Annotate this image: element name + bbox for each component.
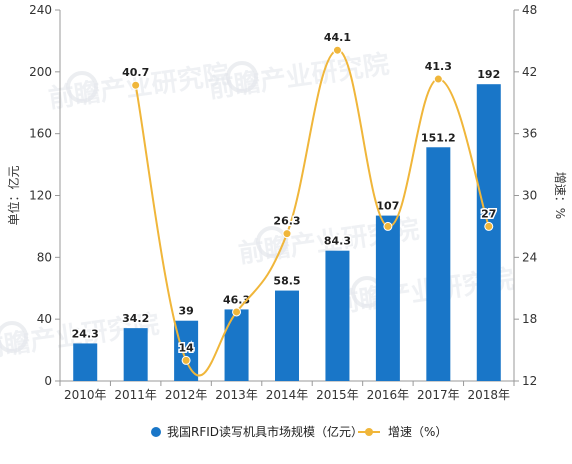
line-point-2014年 bbox=[282, 229, 292, 239]
bar-data-label: 107 bbox=[376, 200, 399, 213]
bar-data-label: 151.2 bbox=[421, 131, 456, 144]
y-tick-label-right: 42 bbox=[522, 65, 537, 79]
y-tick-label-left: 0 bbox=[44, 374, 52, 388]
bar-2015年 bbox=[325, 250, 350, 381]
line-data-label: 26.3 bbox=[273, 215, 300, 228]
y-tick-label-left: 80 bbox=[37, 250, 52, 264]
line-data-labels: 40.7 14 26.3 44.1 41.3 27 bbox=[121, 30, 498, 356]
line-point-2016年 bbox=[383, 221, 393, 231]
y-tick-label-right: 36 bbox=[522, 127, 537, 141]
legend-bar-marker bbox=[151, 427, 161, 437]
y-tick-label-left: 200 bbox=[29, 65, 52, 79]
line-point-2018年 bbox=[484, 221, 494, 231]
watermark-logo-icon bbox=[226, 61, 258, 93]
line-data-label: 27 bbox=[481, 207, 496, 220]
bar-data-label: 58.5 bbox=[273, 275, 300, 288]
bar-data-label: 39 bbox=[178, 305, 193, 318]
line-point-2011年 bbox=[131, 80, 141, 90]
y-tick-label-left: 240 bbox=[29, 3, 52, 17]
bar-data-label: 34.2 bbox=[122, 312, 149, 325]
line-data-label: 40.7 bbox=[122, 66, 149, 79]
watermark-logo-icon bbox=[66, 71, 98, 103]
y-tick-label-left: 160 bbox=[29, 127, 52, 141]
watermark-logo-icon bbox=[0, 321, 28, 353]
x-tick-label: 2012年 bbox=[165, 388, 208, 402]
bar-series bbox=[73, 84, 501, 381]
bar-2011年 bbox=[123, 328, 148, 381]
y-tick-label-right: 18 bbox=[522, 312, 537, 326]
bar-data-label: 192 bbox=[477, 68, 500, 81]
line-data-label: 41.3 bbox=[425, 60, 452, 73]
line-point-2013年 bbox=[232, 307, 242, 317]
bar-data-label: 24.3 bbox=[72, 327, 99, 340]
bar-2014年 bbox=[275, 290, 299, 381]
y-tick-label-right: 24 bbox=[522, 250, 537, 264]
legend-line-label: 增速（%） bbox=[388, 425, 447, 439]
bar-2018年 bbox=[476, 84, 501, 381]
bar-data-label: 84.3 bbox=[324, 235, 351, 248]
y-tick-label-right: 12 bbox=[522, 374, 537, 388]
line-point-2017年 bbox=[433, 74, 443, 84]
line-data-label: 44.1 bbox=[324, 31, 351, 44]
x-tick-label: 2015年 bbox=[316, 388, 359, 402]
y-axis-title-left: 单位：亿元 bbox=[6, 165, 21, 225]
x-tick-label: 2011年 bbox=[114, 388, 157, 402]
bar-2013年 bbox=[224, 309, 249, 381]
y-tick-label-left: 120 bbox=[29, 189, 52, 203]
bar-2016年 bbox=[375, 215, 400, 381]
watermark-logo-icon bbox=[256, 226, 288, 258]
bar-2017年 bbox=[426, 147, 451, 381]
x-tick-label: 2014年 bbox=[266, 388, 309, 402]
legend-line-marker-dot bbox=[365, 428, 373, 436]
axes: 0 12 40 18 80 24 120 30 160 36 200 42 240 48 2010年 2011… bbox=[6, 3, 567, 402]
bar-2012年 bbox=[174, 320, 199, 381]
y-tick-label-right: 30 bbox=[522, 189, 537, 203]
y-tick-label-right: 48 bbox=[522, 3, 537, 17]
y-axis-title-right: 增速：% bbox=[553, 172, 567, 219]
legend: 我国RFID读写机具市场规模（亿元） 增速（%） bbox=[151, 424, 447, 439]
x-tick-label: 2018年 bbox=[468, 388, 511, 402]
x-tick-label: 2010年 bbox=[64, 388, 107, 402]
line-data-label: 14 bbox=[178, 341, 194, 354]
line-point-2015年 bbox=[332, 45, 342, 55]
x-tick-label: 2016年 bbox=[367, 388, 410, 402]
legend-bar-label: 我国RFID读写机具市场规模（亿元） bbox=[167, 424, 363, 439]
x-tick-label: 2017年 bbox=[417, 388, 460, 402]
y-tick-label-left: 40 bbox=[37, 312, 52, 326]
watermark-text: 前瞻产业研究院 bbox=[207, 49, 392, 105]
line-series bbox=[131, 45, 494, 377]
x-tick-label: 2013年 bbox=[215, 388, 258, 402]
line-point-2012年 bbox=[181, 355, 191, 365]
bar-2010年 bbox=[73, 343, 98, 381]
